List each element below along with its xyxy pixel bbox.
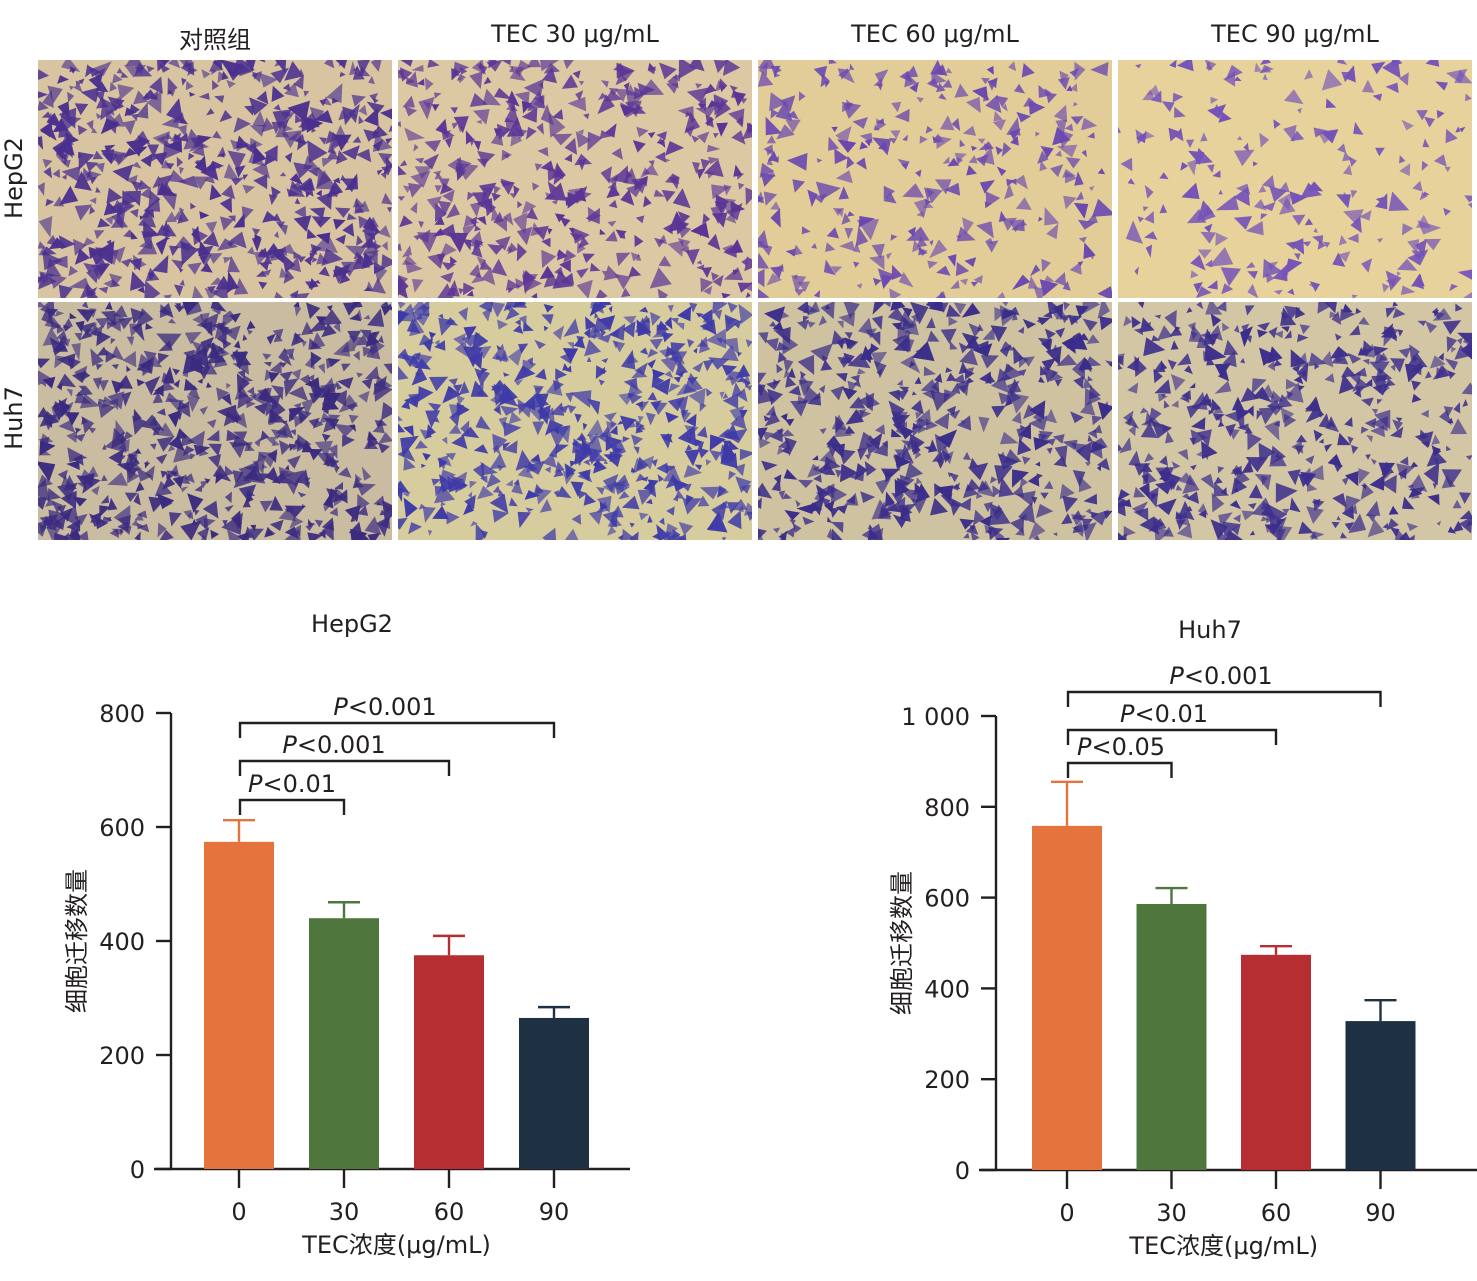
column-title-control: 对照组 — [179, 26, 251, 54]
significance-bracket — [1066, 690, 1382, 707]
y-tick-label: 400 — [924, 975, 970, 1003]
micrograph-hepg2-0 — [38, 60, 392, 298]
bar-30 — [1136, 903, 1207, 1170]
chart-title: Huh7 — [1178, 616, 1242, 644]
chart-title: HepG2 — [311, 610, 393, 638]
micrograph-huh7-1 — [398, 302, 752, 540]
bar-0 — [1032, 825, 1102, 1170]
x-tick-label: 60 — [1261, 1199, 1292, 1227]
y-axis-label: 细胞迁移数量 — [888, 871, 916, 1015]
bar-30 — [309, 918, 379, 1169]
micrograph-hepg2-3 — [1118, 60, 1472, 298]
column-title-tec-60: TEC 60 μg/mL — [851, 20, 1019, 48]
row-label-hepg2: HepG2 — [0, 137, 28, 219]
x-axis-label: TEC浓度(μg/mL) — [301, 1231, 491, 1259]
y-tick-label: 600 — [99, 814, 145, 842]
bar-90 — [1345, 1021, 1416, 1170]
significance-label: P<0.05 — [1077, 733, 1165, 761]
y-tick-label: 200 — [99, 1042, 145, 1070]
y-tick-label: 800 — [924, 794, 970, 822]
x-tick-label: 0 — [231, 1198, 246, 1226]
bar-90 — [519, 1017, 589, 1169]
significance-bracket — [1066, 761, 1173, 778]
y-tick-label: 0 — [130, 1156, 145, 1184]
chart-huh7: Huh7 0 200 400 600 800 1 000 细胞迁移数量 0 30 60 90 TEC浓度… — [740, 590, 1477, 1277]
micrograph-huh7-2 — [758, 302, 1112, 540]
significance-label: P<0.01 — [1120, 700, 1208, 728]
y-tick-label: 200 — [924, 1066, 970, 1094]
chart-hepg2: HepG2 0 200 400 600 800 细胞迁移数量 0 30 60 90 TEC浓度(μg/… — [0, 590, 740, 1277]
bar-60 — [414, 955, 484, 1169]
row-label-huh7: Huh7 — [0, 386, 28, 450]
x-tick-label: 90 — [1365, 1199, 1396, 1227]
x-tick-label: 30 — [1156, 1199, 1187, 1227]
significance-bracket — [238, 721, 556, 738]
significance-bracket — [238, 798, 346, 815]
y-tick-label: 600 — [924, 885, 970, 913]
x-tick-label: 30 — [329, 1198, 360, 1226]
micrograph-hepg2-2 — [758, 60, 1112, 298]
significance-bracket — [238, 759, 451, 776]
significance-label: P<0.001 — [333, 693, 436, 721]
y-tick-label: 1 000 — [901, 703, 970, 731]
y-tick-label: 400 — [99, 928, 145, 956]
significance-label: P<0.001 — [1169, 662, 1272, 690]
x-tick-label: 0 — [1059, 1199, 1074, 1227]
y-tick-label: 0 — [955, 1157, 970, 1185]
y-axis-label: 细胞迁移数量 — [63, 869, 91, 1013]
significance-bracket — [1066, 728, 1278, 745]
x-tick-label: 60 — [434, 1198, 465, 1226]
column-title-tec-30: TEC 30 μg/mL — [491, 20, 659, 48]
bar-0 — [204, 841, 274, 1169]
column-title-tec-90: TEC 90 μg/mL — [1211, 20, 1379, 48]
micrograph-huh7-3 — [1118, 302, 1472, 540]
x-tick-label: 90 — [539, 1198, 570, 1226]
bar-60 — [1241, 954, 1311, 1170]
y-tick-label: 800 — [99, 700, 145, 728]
significance-label: P<0.001 — [282, 731, 385, 759]
micrograph-huh7-0 — [38, 302, 392, 540]
micrograph-hepg2-1 — [398, 60, 752, 298]
x-axis-label: TEC浓度(μg/mL) — [1128, 1232, 1318, 1260]
significance-label: P<0.01 — [248, 770, 336, 798]
